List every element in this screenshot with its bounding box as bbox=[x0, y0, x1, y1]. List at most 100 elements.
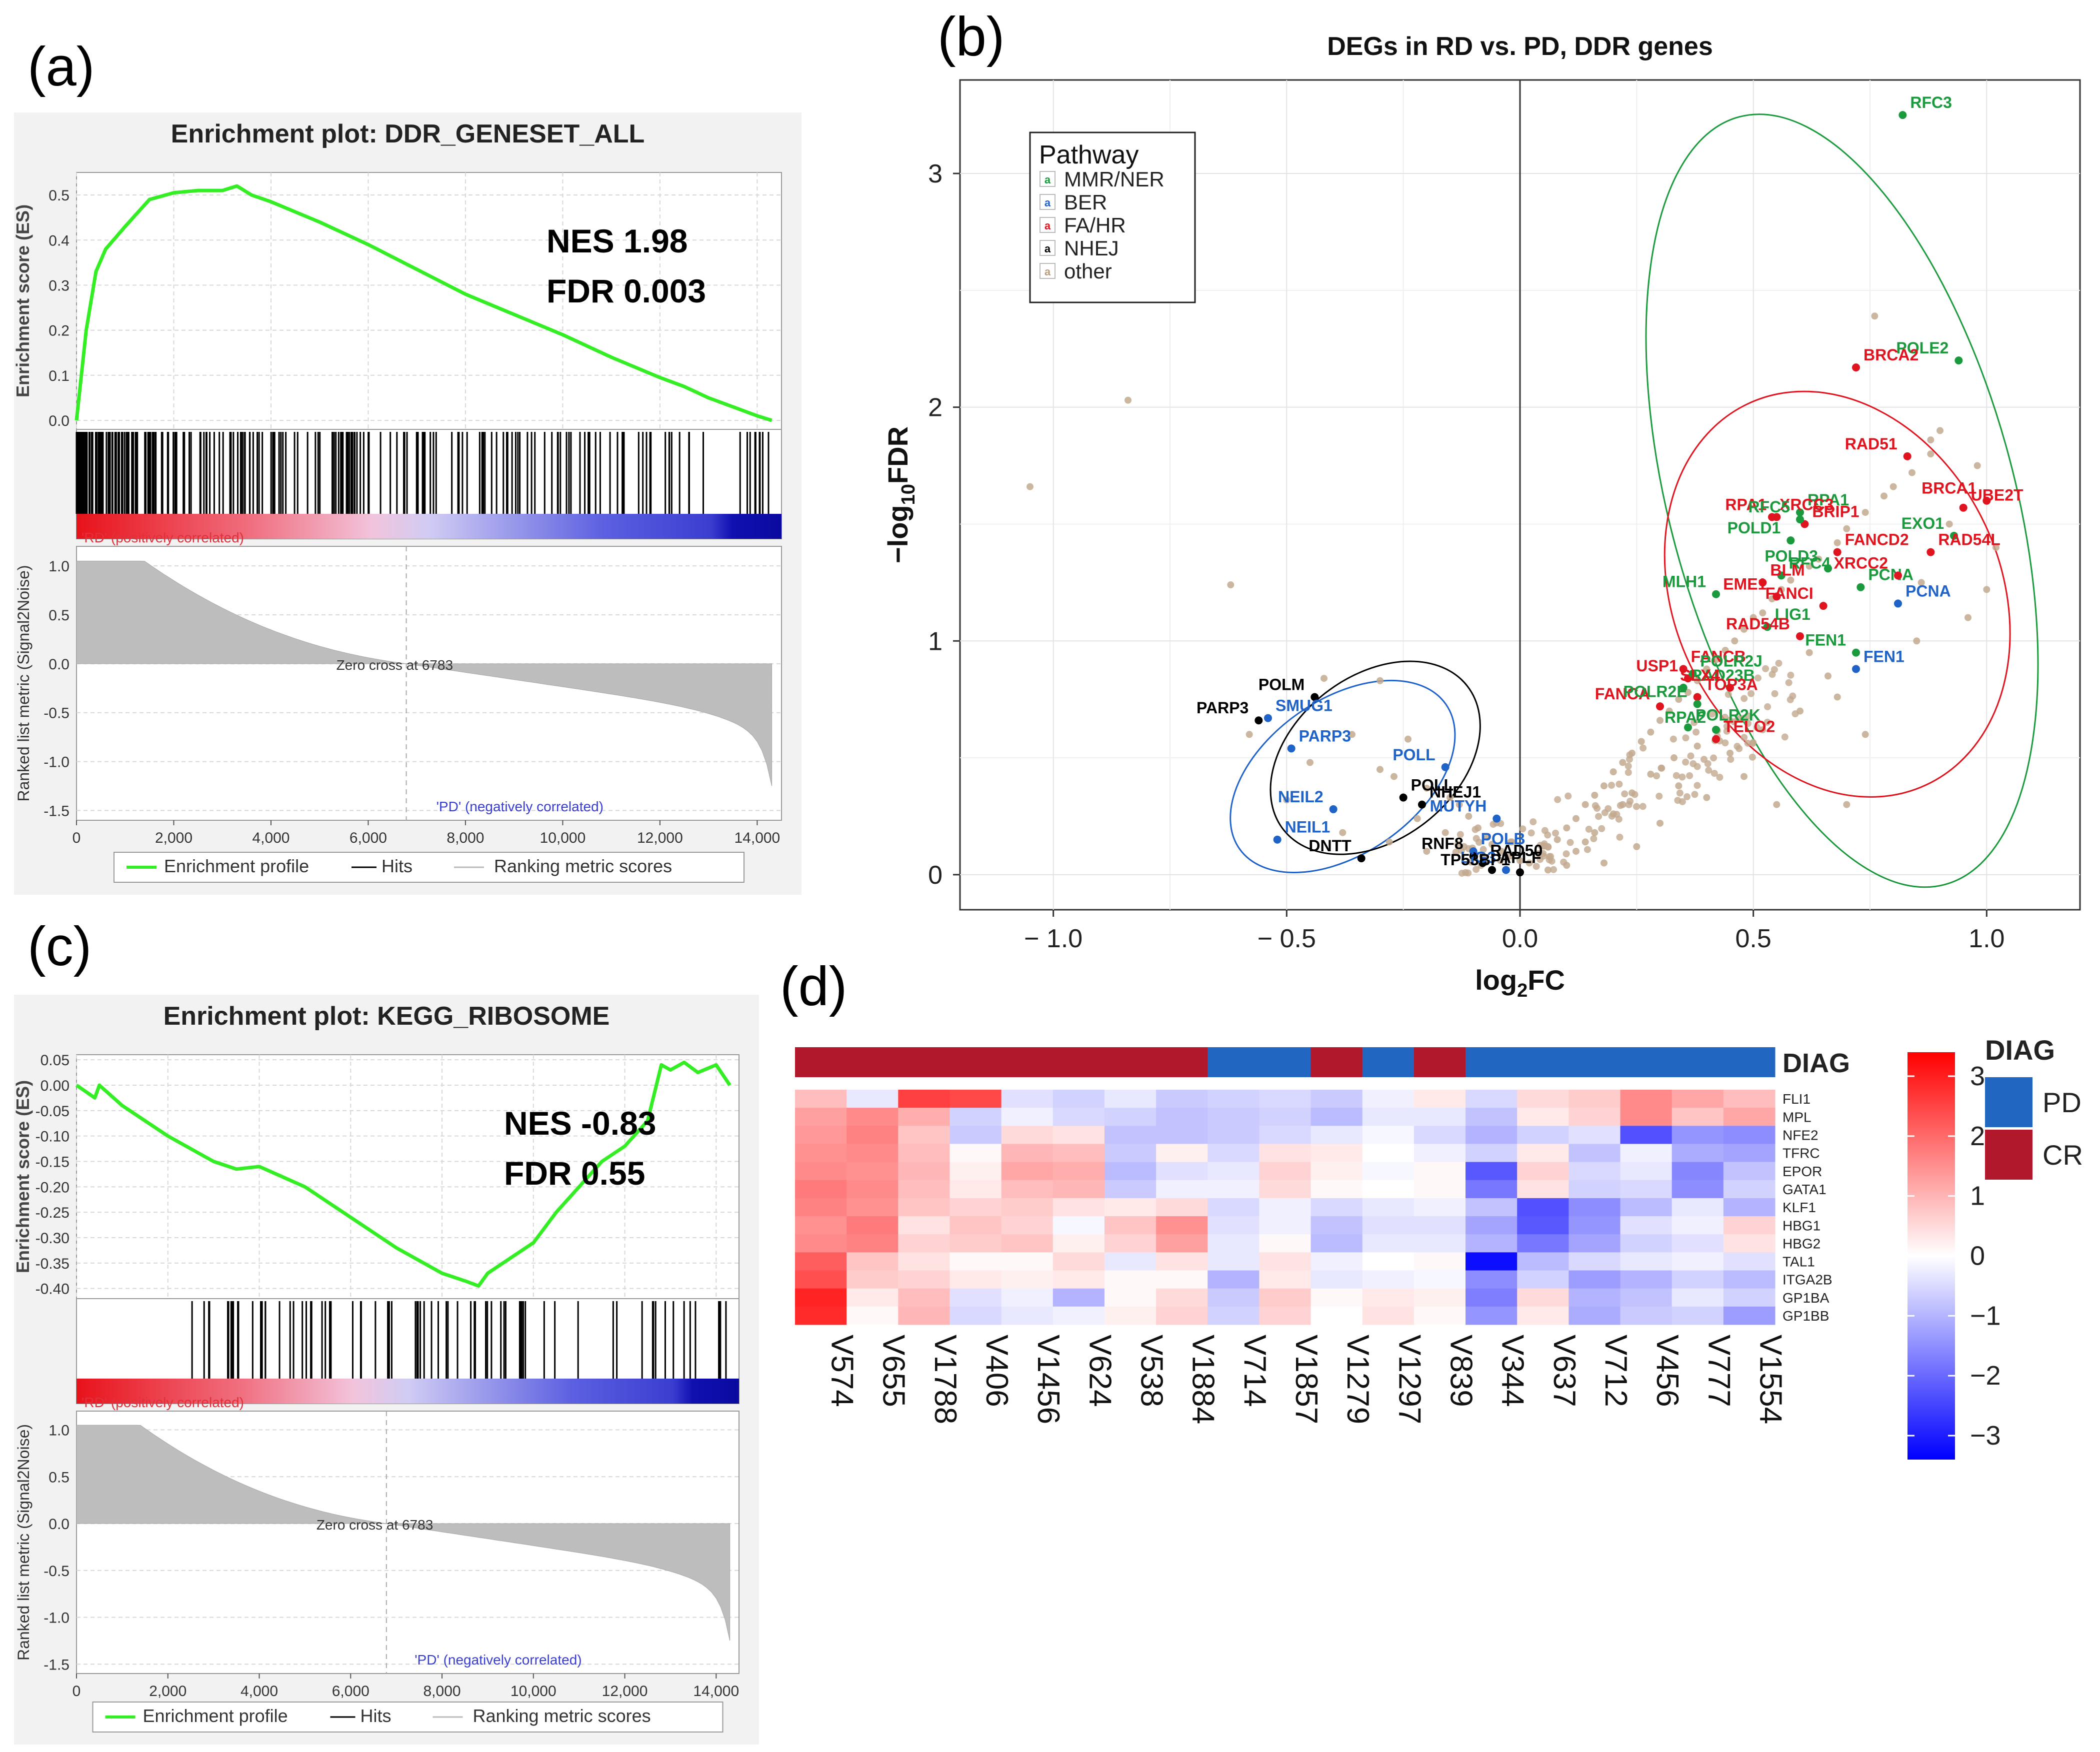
gene-point bbox=[1758, 578, 1767, 587]
gene-point bbox=[1502, 866, 1510, 874]
y-axis-label: −log10FDR bbox=[882, 426, 919, 563]
heatmap-cell bbox=[950, 1216, 1002, 1235]
gene-point bbox=[1926, 548, 1935, 556]
heatmap-cell bbox=[1001, 1126, 1054, 1144]
sample-label: V839 bbox=[1444, 1335, 1478, 1407]
group-ellipse bbox=[1270, 660, 1481, 855]
gene-point bbox=[1287, 744, 1296, 753]
legend-box bbox=[114, 852, 744, 883]
es-tick-label: 0.05 bbox=[40, 1052, 70, 1069]
rank-tick-label: -1.5 bbox=[44, 1657, 70, 1673]
gene-label: RFC3 bbox=[1910, 93, 1952, 111]
diag-annotation-cell bbox=[1672, 1047, 1724, 1077]
heatmap-cell bbox=[1310, 1180, 1363, 1199]
gene-point bbox=[1777, 571, 1786, 580]
heatmap-cell bbox=[1104, 1144, 1156, 1163]
gene-label: FANCD2 bbox=[1845, 531, 1909, 549]
group-ellipse bbox=[1645, 113, 2039, 888]
other-point bbox=[1748, 753, 1756, 761]
gene-label: POLL bbox=[1411, 776, 1454, 794]
other-point bbox=[1786, 696, 1794, 703]
other-point bbox=[1708, 710, 1716, 718]
heatmap-cell bbox=[1156, 1270, 1208, 1289]
sample-label: V624 bbox=[1082, 1335, 1117, 1407]
heatmap-cell bbox=[1568, 1108, 1621, 1126]
other-point bbox=[1694, 782, 1701, 789]
other-point bbox=[1550, 866, 1558, 873]
x-axis-label: log2FC bbox=[1475, 964, 1565, 1001]
other-point bbox=[1778, 586, 1785, 593]
heatmap-cell bbox=[1208, 1108, 1260, 1126]
gene-point bbox=[1679, 683, 1688, 692]
heatmap-cell bbox=[846, 1216, 898, 1235]
gene-point bbox=[1786, 536, 1795, 545]
gene-label: FANCA bbox=[1595, 685, 1650, 703]
other-point bbox=[1692, 728, 1700, 736]
heatmap-cell bbox=[1156, 1126, 1208, 1144]
other-point bbox=[1723, 723, 1730, 730]
diag-legend-label: PD bbox=[2042, 1087, 2082, 1118]
heatmap-cell bbox=[1620, 1270, 1672, 1289]
diag-annotation-label: DIAG bbox=[1782, 1048, 1850, 1078]
es-plot-area bbox=[76, 1054, 740, 1299]
x-tick-label: 6,000 bbox=[350, 830, 387, 846]
heatmap-cell bbox=[1104, 1198, 1156, 1217]
heatmap-cell bbox=[1568, 1288, 1621, 1307]
heatmap-cell bbox=[1414, 1270, 1466, 1289]
heatmap-cell bbox=[1723, 1090, 1776, 1108]
other-point bbox=[1704, 760, 1712, 767]
heatmap-cell bbox=[1310, 1090, 1363, 1108]
x-tick-label: 0.5 bbox=[1736, 924, 1772, 953]
other-point bbox=[1619, 759, 1626, 766]
other-point bbox=[1690, 719, 1698, 726]
sample-label: V538 bbox=[1134, 1335, 1169, 1407]
heatmap-cell bbox=[1310, 1144, 1363, 1163]
heatmap-cell bbox=[846, 1144, 898, 1163]
other-point bbox=[1423, 784, 1430, 792]
gene-label: POLB bbox=[1481, 830, 1526, 848]
gene-point bbox=[1441, 763, 1450, 771]
legend-hits-label: Hits bbox=[382, 856, 412, 876]
gene-label: UBE2T bbox=[1971, 486, 2024, 504]
heatmap-cell bbox=[1052, 1144, 1105, 1163]
heatmap-cell bbox=[1156, 1306, 1208, 1325]
heatmap-cell bbox=[1362, 1216, 1414, 1235]
other-point bbox=[1815, 555, 1822, 563]
other-point bbox=[1563, 824, 1570, 832]
other-point bbox=[1675, 696, 1682, 703]
x-tick-label: 2,000 bbox=[155, 830, 192, 846]
es-tick-label: -0.20 bbox=[36, 1179, 70, 1196]
other-point bbox=[1376, 677, 1384, 684]
heatmap-cell bbox=[1362, 1306, 1414, 1325]
heatmap-cell bbox=[898, 1288, 950, 1307]
gene-label: BRCA1 bbox=[1922, 479, 1976, 497]
gene-point bbox=[1796, 508, 1804, 517]
sample-label: V1297 bbox=[1392, 1335, 1426, 1424]
other-point bbox=[1454, 840, 1462, 848]
heatmap-cell bbox=[1517, 1180, 1569, 1199]
gene-label: RAD23B bbox=[1691, 666, 1755, 684]
other-point bbox=[1759, 609, 1766, 617]
sample-label: V1279 bbox=[1340, 1335, 1375, 1424]
other-point bbox=[1927, 436, 1934, 444]
other-point bbox=[1727, 756, 1734, 763]
other-point bbox=[1640, 744, 1647, 752]
es-tick-label: -0.35 bbox=[36, 1256, 70, 1272]
heatmap-cell bbox=[1517, 1108, 1569, 1126]
heatmap-cell bbox=[1259, 1252, 1312, 1271]
other-point bbox=[1528, 829, 1535, 837]
other-point bbox=[1598, 825, 1606, 832]
heatmap-cell bbox=[1310, 1108, 1363, 1126]
other-point bbox=[1283, 796, 1290, 804]
colorbar-tick-label: 1 bbox=[1970, 1181, 1985, 1211]
other-point bbox=[1540, 842, 1548, 850]
heatmap-cell bbox=[846, 1090, 898, 1108]
heatmap-cell bbox=[1568, 1270, 1621, 1289]
heatmap-cell bbox=[795, 1144, 847, 1163]
heatmap-cell bbox=[1052, 1090, 1105, 1108]
heatmap-cell bbox=[1259, 1090, 1312, 1108]
rank-axis-label: Ranked list metric (Signal2Noise) bbox=[14, 1424, 32, 1661]
es-tick-label: -0.30 bbox=[36, 1230, 70, 1247]
heatmap-cell bbox=[898, 1180, 950, 1199]
gene-label: RAD50 bbox=[1490, 841, 1542, 859]
